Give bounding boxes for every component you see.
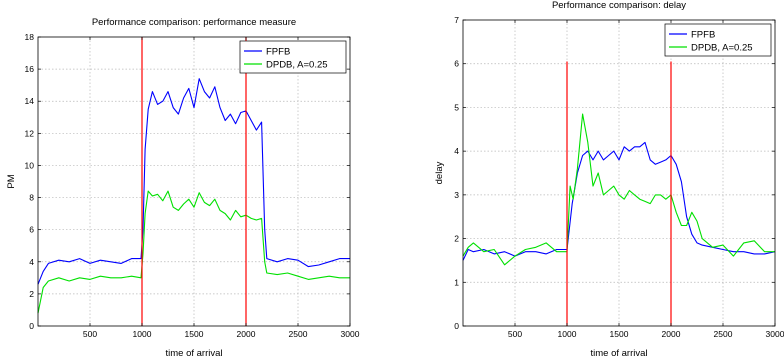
x-tick-label: 2000	[662, 329, 681, 339]
legend-box	[239, 40, 347, 74]
y-tick-label: 8	[29, 193, 34, 203]
y-tick-label: 12	[25, 128, 35, 138]
x-tick-label: 1500	[610, 329, 629, 339]
x-tick-label: 500	[83, 329, 97, 339]
legend-box	[664, 23, 772, 57]
x-tick-label: 1000	[133, 329, 152, 339]
chart-1: 500 1000 1500 2000 2500 3000 0 2 4 6 8 10 12 14 16 18 Pe…	[6, 17, 360, 359]
x-axis-label: time of arrival	[590, 348, 647, 359]
y-tick-label: 2	[454, 234, 459, 244]
series-line-1	[462, 141, 776, 261]
y-axis-label: delay	[434, 161, 445, 184]
legend-label-1: FPFB	[691, 30, 715, 41]
chart-title: Performance comparison: performance meas…	[92, 17, 296, 28]
x-tick-label: 500	[508, 329, 522, 339]
chart-title: Performance comparison: delay	[552, 0, 686, 11]
y-tick-label: 5	[454, 102, 459, 112]
y-tick-label: 0	[454, 321, 459, 331]
series-line-1	[37, 78, 350, 285]
y-tick-label: 10	[25, 160, 35, 170]
y-tick-label: 1	[454, 277, 459, 287]
y-tick-label: 3	[454, 190, 459, 200]
y-tick-label: 16	[25, 64, 35, 74]
series-line-2	[37, 190, 350, 314]
y-tick-label: 4	[29, 257, 34, 267]
series-line-2	[462, 113, 775, 266]
y-tick-label: 6	[29, 225, 34, 235]
x-tick-label: 3000	[766, 329, 784, 339]
y-tick-label: 14	[25, 96, 35, 106]
x-tick-label: 2500	[289, 329, 308, 339]
x-tick-label: 1500	[185, 329, 204, 339]
legend: FPFB DPDB, A=0.25	[239, 40, 347, 74]
y-tick-label: 4	[454, 146, 459, 156]
y-tick-label: 18	[25, 32, 35, 42]
y-axis-label: PM	[6, 174, 17, 188]
y-tick-label: 6	[454, 59, 459, 69]
chart-2: 500 1000 1500 2000 2500 3000 0 1 2 3 4 5 6 7 Performan…	[434, 0, 784, 359]
legend-label-2: DPDB, A=0.25	[691, 43, 753, 54]
y-tick-label: 0	[29, 321, 34, 331]
legend-label-2: DPDB, A=0.25	[266, 60, 328, 71]
y-tick-label: 2	[29, 289, 34, 299]
legend-label-1: FPFB	[266, 47, 290, 58]
x-axis-label: time of arrival	[165, 348, 222, 359]
x-tick-label: 2500	[714, 329, 733, 339]
x-tick-label: 3000	[341, 329, 360, 339]
legend: FPFB DPDB, A=0.25	[664, 23, 772, 57]
x-tick-label: 2000	[237, 329, 256, 339]
y-tick-label: 7	[454, 15, 459, 25]
plot-area	[463, 20, 775, 326]
x-tick-label: 1000	[558, 329, 577, 339]
